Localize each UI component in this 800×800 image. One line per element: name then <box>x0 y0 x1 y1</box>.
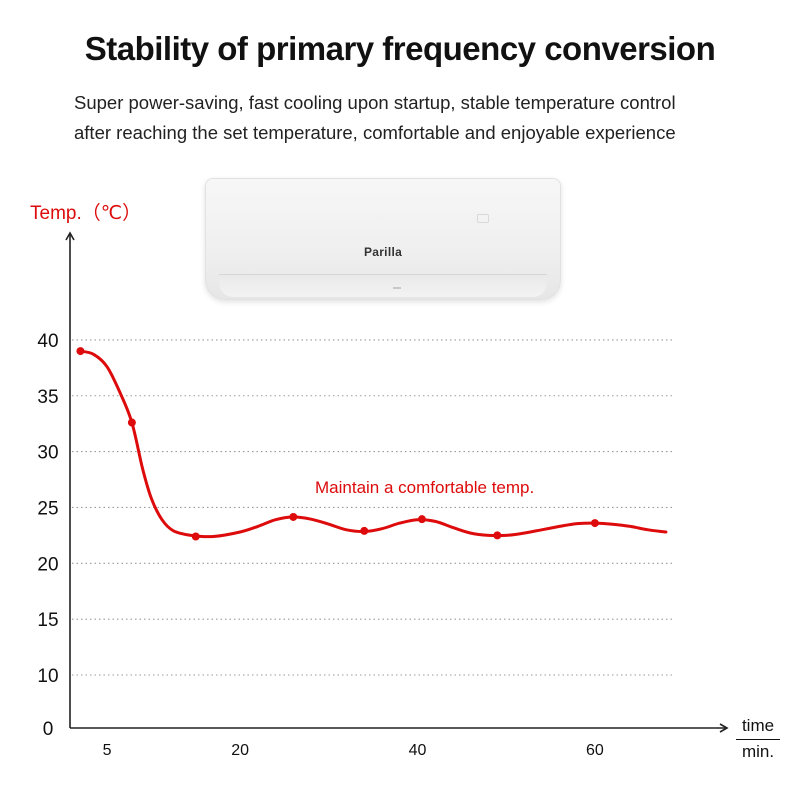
y-axis-title: Temp.（℃） <box>30 203 142 224</box>
y-tick-10: 10 <box>37 666 58 687</box>
y-tick-35: 35 <box>37 387 58 408</box>
subtitle-line-2: after reaching the set temperature, comf… <box>74 122 676 143</box>
x-tick-40: 40 <box>409 742 427 759</box>
air-conditioner-image: Parilla <box>205 178 561 300</box>
x-tick-5: 5 <box>103 742 112 759</box>
data-point-6 <box>417 515 426 524</box>
data-point-3 <box>191 532 200 541</box>
y-tick-0: 0 <box>43 719 54 740</box>
y-tick-20: 20 <box>37 554 58 575</box>
air-outlet-grille <box>219 274 547 297</box>
y-tick-30: 30 <box>37 443 58 464</box>
y-tick-15: 15 <box>37 610 58 631</box>
grid-lines <box>72 339 672 676</box>
data-point-7 <box>493 531 502 540</box>
data-point-1 <box>76 347 85 356</box>
page-title: Stability of primary frequency conversio… <box>84 30 716 67</box>
data-point-4 <box>289 512 298 521</box>
x-axis-title: time min. <box>736 714 780 764</box>
grille-mark <box>393 287 401 289</box>
x-tick-60: 60 <box>586 742 604 759</box>
y-tick-labels: 0 10 15 20 25 30 35 40 <box>37 331 58 740</box>
y-tick-40: 40 <box>37 331 58 352</box>
x-tick-20: 20 <box>231 742 249 759</box>
data-point-2 <box>127 418 136 427</box>
data-point-5 <box>360 526 369 535</box>
data-points <box>76 347 599 541</box>
page-subtitle: Super power-saving, fast cooling upon st… <box>74 88 754 148</box>
display-indicator-icon <box>477 214 489 223</box>
subtitle-line-1: Super power-saving, fast cooling upon st… <box>74 92 676 113</box>
temperature-curve <box>78 349 668 539</box>
brand-logo: Parilla <box>363 245 403 259</box>
data-point-8 <box>590 519 599 528</box>
x-tick-labels: 5 20 40 60 <box>103 742 604 759</box>
x-axis-title-time: time <box>736 714 780 740</box>
y-tick-25: 25 <box>37 498 58 519</box>
annotation-label: Maintain a comfortable temp. <box>315 478 534 497</box>
x-axis-title-unit: min. <box>741 742 775 761</box>
